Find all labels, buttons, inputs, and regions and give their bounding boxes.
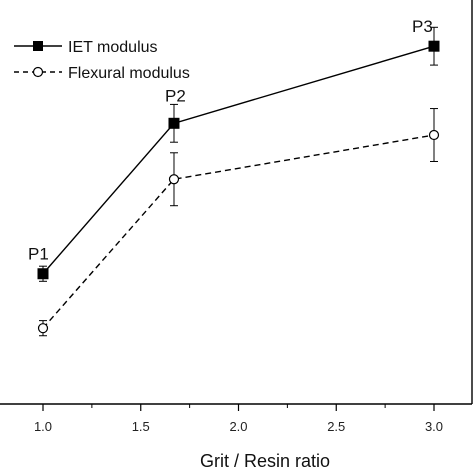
x-tick-label: 1.5 — [132, 419, 150, 434]
legend-item: IET modulus — [14, 39, 158, 56]
x-tick-label: 2.0 — [229, 419, 247, 434]
point-label: P3 — [412, 17, 433, 36]
data-point — [37, 323, 49, 334]
data-point — [428, 40, 440, 52]
legend: IET modulus Flexural modulus — [14, 39, 190, 82]
plot-frame — [0, 0, 473, 405]
x-tick-label: 1.0 — [34, 419, 52, 434]
legend-label: IET modulus — [68, 39, 158, 56]
series-line — [42, 134, 435, 329]
x-tick-label: 3.0 — [425, 419, 443, 434]
legend-marker — [32, 66, 44, 78]
series-layer: P1 P2 P3 — [28, 17, 440, 337]
point-label: P2 — [165, 86, 186, 105]
data-point — [168, 174, 180, 185]
data-point — [428, 129, 440, 141]
x-axis-label: Grit / Resin ratio — [200, 451, 330, 471]
legend-label: Flexural modulus — [68, 65, 190, 82]
legend-item: Flexural modulus — [14, 65, 190, 82]
x-tick-label: 2.5 — [327, 419, 345, 434]
legend-marker — [33, 41, 43, 51]
series-iet-modulus: P1 P2 P3 — [28, 17, 440, 282]
x-axis: 1.0 1.5 2.0 2.5 3.0 — [34, 404, 443, 434]
data-point — [37, 268, 49, 280]
data-point — [168, 117, 180, 129]
point-label: P1 — [28, 245, 49, 264]
series-flexural-modulus — [37, 108, 440, 337]
